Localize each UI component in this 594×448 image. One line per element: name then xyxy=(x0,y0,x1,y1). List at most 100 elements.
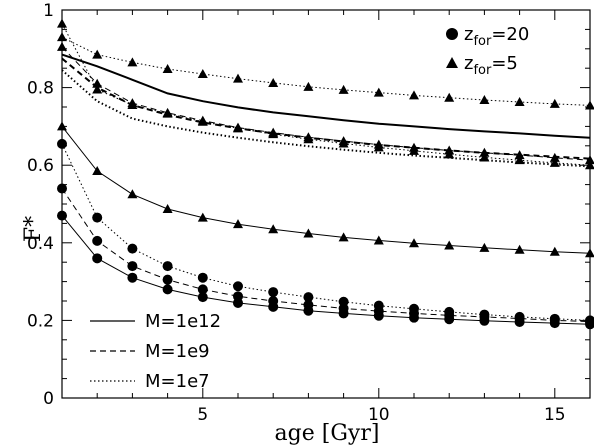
data-point xyxy=(338,138,349,148)
data-point xyxy=(197,212,208,222)
data-point xyxy=(197,292,208,303)
y-axis-title: F* xyxy=(21,216,46,242)
data-point xyxy=(127,57,138,67)
data-point xyxy=(127,261,138,272)
data-point xyxy=(373,87,384,97)
x-tick-label: 10 xyxy=(368,405,390,425)
data-point xyxy=(162,204,173,214)
data-point xyxy=(127,272,138,283)
legend-marker xyxy=(446,57,458,68)
data-point xyxy=(338,296,349,307)
data-point xyxy=(409,90,419,100)
y-tick-label: 0 xyxy=(43,389,54,409)
legend-label: zfor=5 xyxy=(464,53,518,78)
data-point xyxy=(92,84,103,94)
data-point xyxy=(303,299,314,310)
data-point xyxy=(373,142,384,152)
data-point xyxy=(373,235,384,245)
legend-marker xyxy=(446,28,458,40)
data-point xyxy=(303,228,314,238)
data-point xyxy=(479,242,490,252)
data-point xyxy=(92,235,103,246)
legend-line-label: M=1e7 xyxy=(145,371,210,392)
data-point xyxy=(303,292,314,303)
data-point xyxy=(233,219,243,229)
data-point xyxy=(514,155,525,165)
data-point xyxy=(479,309,490,320)
data-point xyxy=(549,246,560,256)
data-point xyxy=(57,18,67,28)
data-point xyxy=(197,272,208,283)
data-point xyxy=(127,189,138,199)
data-point xyxy=(514,311,525,322)
data-point xyxy=(127,243,138,254)
data-point xyxy=(585,315,594,326)
data-point xyxy=(514,244,525,254)
data-point xyxy=(585,100,594,110)
data-point xyxy=(233,73,243,83)
data-point xyxy=(444,240,455,250)
data-point xyxy=(162,261,173,272)
data-point xyxy=(338,84,349,94)
data-point xyxy=(57,32,67,42)
series-line xyxy=(61,36,591,106)
data-point xyxy=(338,232,349,242)
data-point xyxy=(444,92,455,102)
data-point xyxy=(268,129,279,139)
data-point xyxy=(92,166,103,176)
series-line xyxy=(61,126,591,254)
x-axis-title: age [Gyr] xyxy=(275,421,380,446)
data-point xyxy=(162,284,173,295)
data-point xyxy=(514,150,525,160)
data-point xyxy=(444,306,455,317)
data-point xyxy=(92,253,103,264)
data-point xyxy=(57,121,67,131)
data-point xyxy=(268,287,279,298)
data-point xyxy=(57,138,67,149)
data-point xyxy=(585,248,594,258)
data-point xyxy=(373,300,384,311)
data-point xyxy=(549,98,560,108)
data-point xyxy=(444,149,455,159)
series-line xyxy=(61,188,591,323)
data-point xyxy=(479,152,490,162)
y-tick-label: 0.4 xyxy=(27,234,54,254)
series-group xyxy=(57,18,594,330)
series-line xyxy=(61,46,591,161)
data-point xyxy=(162,63,173,73)
data-point xyxy=(92,212,103,223)
x-tick-label: 15 xyxy=(544,405,566,425)
y-tick-label: 1 xyxy=(43,1,54,21)
series-line xyxy=(61,143,591,321)
data-point xyxy=(479,95,490,105)
data-point xyxy=(197,284,208,295)
data-point xyxy=(303,81,314,91)
series-line xyxy=(61,215,591,325)
data-point xyxy=(233,291,243,302)
axes: 5 10 15 0 0.2 0.4 0.6 0.8 1 xyxy=(27,1,591,425)
series-line xyxy=(61,53,591,139)
legend-line-label: M=1e9 xyxy=(145,341,210,362)
series-line xyxy=(61,69,591,168)
x-tick-label: 5 xyxy=(197,405,208,425)
legend: zfor=20 zfor=5 M=1e12 M=1e9 M=1e7 xyxy=(90,24,529,392)
data-point xyxy=(162,274,173,285)
legend-label: zfor=20 xyxy=(464,24,529,49)
data-point xyxy=(57,41,67,51)
data-point xyxy=(514,96,525,106)
data-point xyxy=(409,303,419,314)
y-tick-label: 0.6 xyxy=(27,156,54,176)
y-tick-label: 0.2 xyxy=(27,311,54,331)
data-point xyxy=(233,281,243,292)
data-point xyxy=(585,155,594,165)
data-point xyxy=(409,145,419,155)
data-point xyxy=(409,238,419,248)
data-point xyxy=(57,210,67,221)
data-point xyxy=(92,49,103,59)
legend-line-label: M=1e12 xyxy=(145,311,221,332)
data-point xyxy=(268,224,279,234)
y-tick-label: 0.8 xyxy=(27,79,54,99)
series-line xyxy=(61,57,591,160)
data-point xyxy=(197,69,208,79)
